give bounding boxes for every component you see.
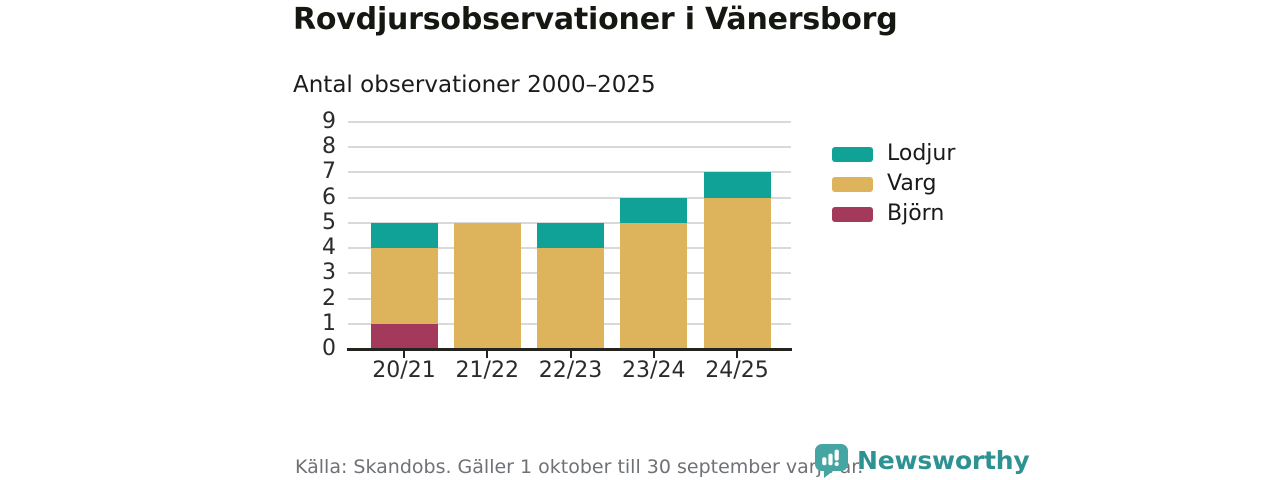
x-tick-label: 22/23 xyxy=(538,358,603,383)
legend-swatch xyxy=(832,176,873,192)
newsworthy-logo-icon xyxy=(815,443,848,478)
x-tick-label: 24/25 xyxy=(705,358,769,383)
gridline xyxy=(348,196,791,199)
legend: Lodjur Varg Björn xyxy=(832,139,1032,229)
newsworthy-wordmark: Newsworthy xyxy=(857,445,1030,475)
y-tick-label: 7 xyxy=(322,159,336,185)
bar-segment-varg xyxy=(537,248,604,349)
legend-label: Lodjur xyxy=(887,141,956,166)
y-tick-label: 9 xyxy=(322,109,336,134)
bar-20-21 xyxy=(370,122,438,349)
newsworthy-logo: Newsworthy xyxy=(814,442,1030,478)
gridline xyxy=(348,146,791,149)
bar-22-23 xyxy=(537,122,604,349)
legend-swatch xyxy=(832,146,873,162)
x-axis-line xyxy=(347,348,792,351)
legend-label: Björn xyxy=(887,201,945,226)
x-tick xyxy=(486,351,489,358)
x-tick-label: 23/24 xyxy=(622,358,686,383)
x-tick-label: 20/21 xyxy=(372,358,436,383)
bar-segment-lodjur xyxy=(370,222,438,249)
y-tick-label: 0 xyxy=(322,336,336,361)
bar-segment-lodjur xyxy=(703,172,771,198)
plot-area xyxy=(348,122,791,349)
bar-segment-varg xyxy=(453,222,521,349)
bar-23-24 xyxy=(620,122,688,349)
gridline xyxy=(348,221,791,224)
legend-label: Varg xyxy=(887,171,937,196)
bar-21-22 xyxy=(453,122,521,349)
bar-segment-varg xyxy=(703,197,771,349)
x-tick xyxy=(652,351,655,358)
x-tick-label: 21/22 xyxy=(455,358,519,383)
gridline xyxy=(348,171,791,174)
source-note: Källa: Skandobs. Gäller 1 oktober till 3… xyxy=(295,456,864,478)
y-tick-label: 6 xyxy=(322,184,336,210)
chart-title: Rovdjursobservationer i Vänersborg xyxy=(293,2,898,37)
x-tick xyxy=(736,351,738,358)
legend-item-varg: Varg xyxy=(832,169,1032,199)
bar-segment-varg xyxy=(620,222,688,349)
y-tick-label: 1 xyxy=(322,310,336,336)
bar-segment-lodjur xyxy=(537,222,604,249)
y-tick-label: 2 xyxy=(322,285,336,311)
bar-segment-lodjur xyxy=(620,197,688,223)
bar-segment-björn xyxy=(370,323,438,349)
y-tick-label: 4 xyxy=(322,235,336,261)
legend-item-lodjur: Lodjur xyxy=(832,139,1032,169)
bar-24-25 xyxy=(703,122,771,349)
legend-swatch xyxy=(832,206,873,222)
x-tick xyxy=(403,351,405,358)
x-tick xyxy=(569,351,572,358)
gridline xyxy=(348,121,791,123)
bar-segment-varg xyxy=(370,248,438,324)
y-tick-label: 8 xyxy=(322,134,336,160)
chart-subtitle: Antal observationer 2000–2025 xyxy=(293,72,656,98)
y-tick-label: 3 xyxy=(322,260,336,286)
y-tick-label: 5 xyxy=(322,209,336,235)
legend-item-björn: Björn xyxy=(832,199,1032,229)
